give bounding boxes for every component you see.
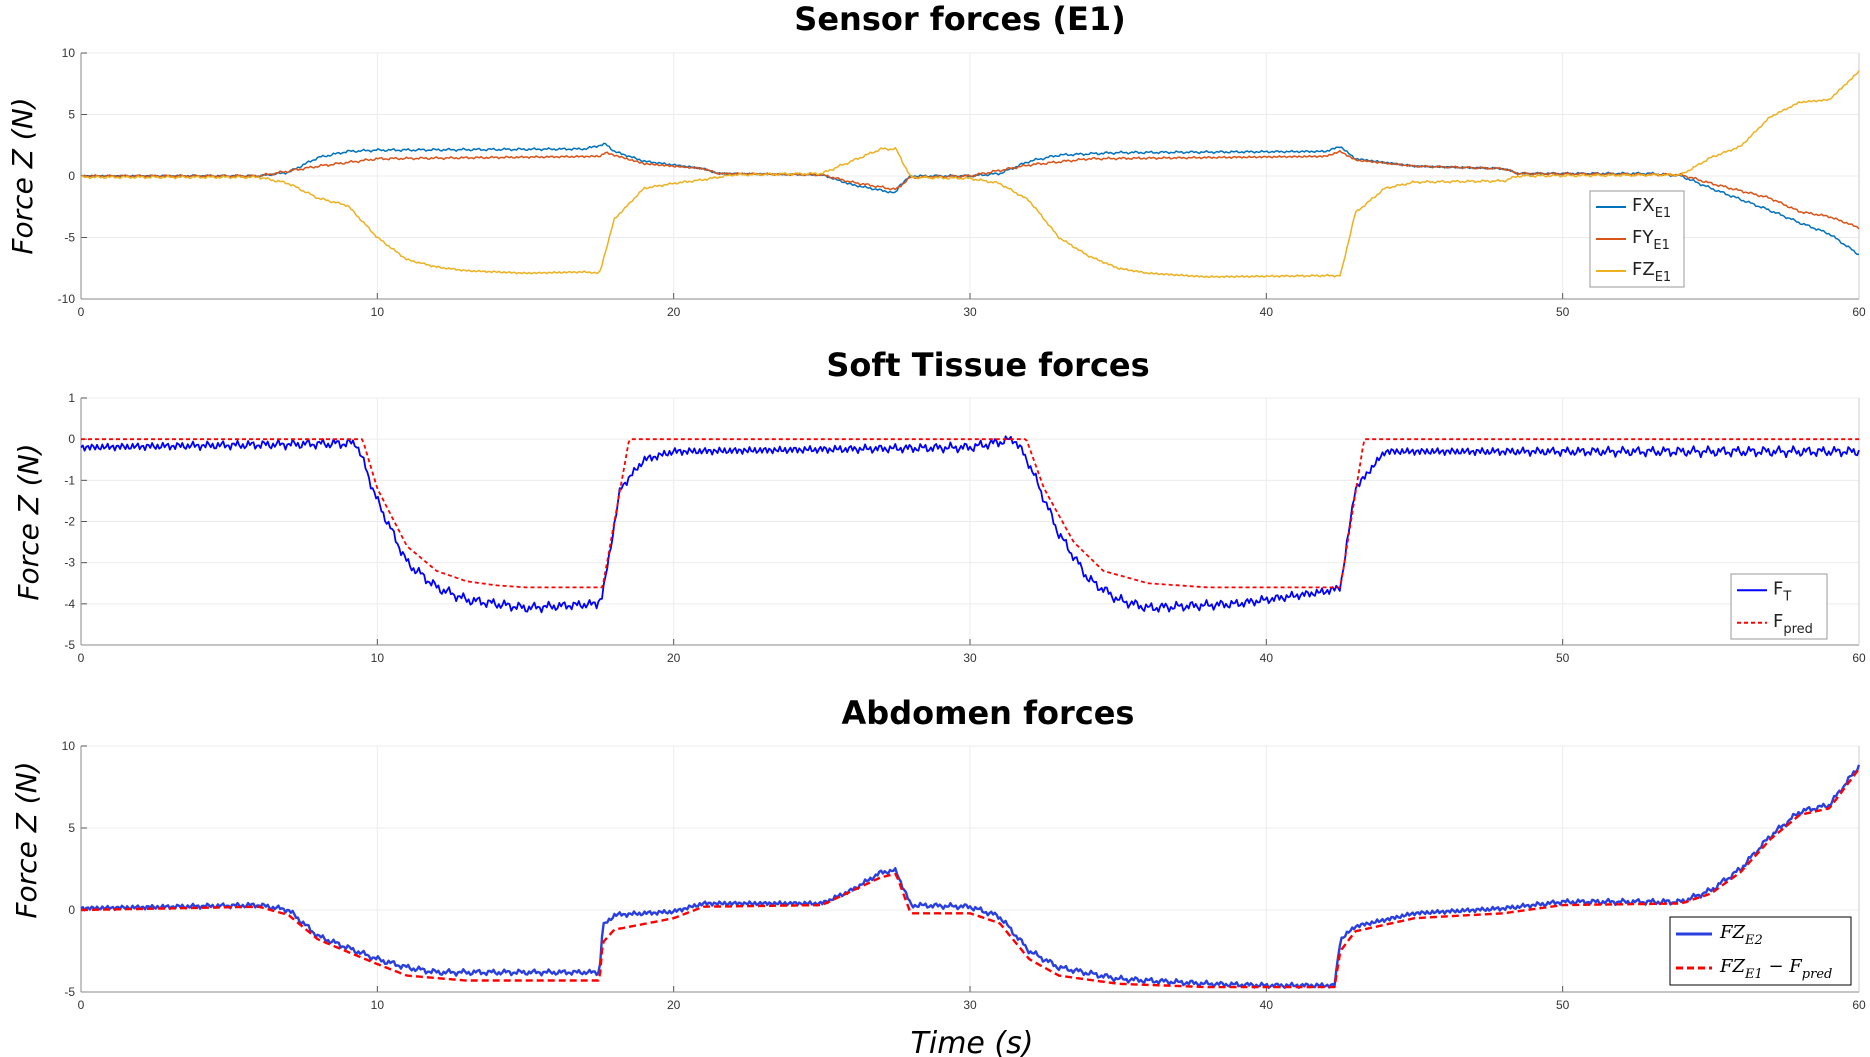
- series-line-fy-e1: [80, 149, 1860, 230]
- legend: FZE2 FZE1 − Fpred: [1669, 916, 1852, 986]
- legend: FXE1 FYE1 FZE1: [1589, 190, 1685, 288]
- x-tick-label: 20: [667, 651, 681, 665]
- legend-box: [1730, 573, 1828, 640]
- x-axis-label-time: Time (s): [911, 1026, 1034, 1057]
- chart-title-abdomen: Abdomen forces: [842, 694, 1135, 732]
- legend: FT Fpred: [1730, 573, 1828, 640]
- x-tick-label: 50: [1556, 305, 1570, 319]
- chart-title-sensor: Sensor forces (E1): [794, 0, 1125, 38]
- x-tick-label: 10: [371, 998, 385, 1012]
- y-axis-label-sensor: Force Z (N): [6, 97, 39, 254]
- y-tick-label: -5: [64, 638, 75, 652]
- x-tick-label: 30: [963, 998, 977, 1012]
- y-tick-label: 0: [68, 432, 75, 446]
- x-tick-label: 60: [1852, 651, 1866, 665]
- y-tick-label: 10: [62, 46, 76, 60]
- x-tick-label: 0: [78, 651, 85, 665]
- x-tick-label: 50: [1556, 998, 1570, 1012]
- legend-entry: FZE1 − Fpred: [1719, 956, 1832, 982]
- y-tick-label: -5: [64, 231, 75, 245]
- y-axis-label-soft-tissue: Force Z (N): [12, 443, 45, 600]
- x-tick-label: 50: [1556, 651, 1570, 665]
- series-line-f-t: [80, 435, 1860, 614]
- x-tick-label: 30: [963, 305, 977, 319]
- y-tick-label: 0: [68, 169, 75, 183]
- x-tick-label: 20: [667, 998, 681, 1012]
- x-tick-label: 10: [371, 651, 385, 665]
- y-tick-label: -2: [64, 515, 75, 529]
- series-line-f-pred: [81, 438, 1859, 589]
- y-tick-label: 5: [68, 108, 75, 122]
- y-tick-label: -5: [64, 985, 75, 999]
- series-line-fz-e2: [80, 764, 1861, 989]
- legend-entry: FZE2: [1719, 922, 1763, 948]
- x-tick-label: 30: [963, 651, 977, 665]
- x-tick-label: 20: [667, 305, 681, 319]
- x-tick-label: 40: [1260, 651, 1274, 665]
- y-tick-label: 5: [68, 821, 75, 835]
- x-tick-label: 0: [78, 305, 85, 319]
- x-tick-label: 40: [1260, 998, 1274, 1012]
- legend-entry: Fpred: [1773, 611, 1813, 637]
- y-axis-label-abdomen: Force Z (N): [10, 761, 43, 918]
- legend-entry: FXE1: [1632, 195, 1671, 221]
- series-line-fz-e1: [81, 768, 1860, 989]
- legend-entry: FZE1: [1632, 259, 1671, 285]
- y-tick-label: -3: [64, 556, 75, 570]
- legend-entry: FYE1: [1632, 227, 1670, 253]
- x-tick-label: 10: [371, 305, 385, 319]
- legend-entry: FT: [1773, 578, 1791, 604]
- y-tick-label: -1: [64, 473, 75, 487]
- legend-box: [1669, 916, 1852, 986]
- x-tick-label: 40: [1260, 305, 1274, 319]
- y-tick-label: 10: [62, 739, 76, 753]
- y-tick-label: -10: [58, 292, 76, 306]
- y-tick-label: 0: [68, 903, 75, 917]
- x-tick-label: 60: [1852, 998, 1866, 1012]
- chart-title-soft-tissue: Soft Tissue forces: [826, 346, 1149, 384]
- y-tick-label: 1: [68, 391, 75, 405]
- y-tick-label: -4: [64, 597, 75, 611]
- x-tick-label: 0: [78, 998, 85, 1012]
- x-tick-label: 60: [1852, 305, 1866, 319]
- series-line-fz-e1: [80, 70, 1860, 279]
